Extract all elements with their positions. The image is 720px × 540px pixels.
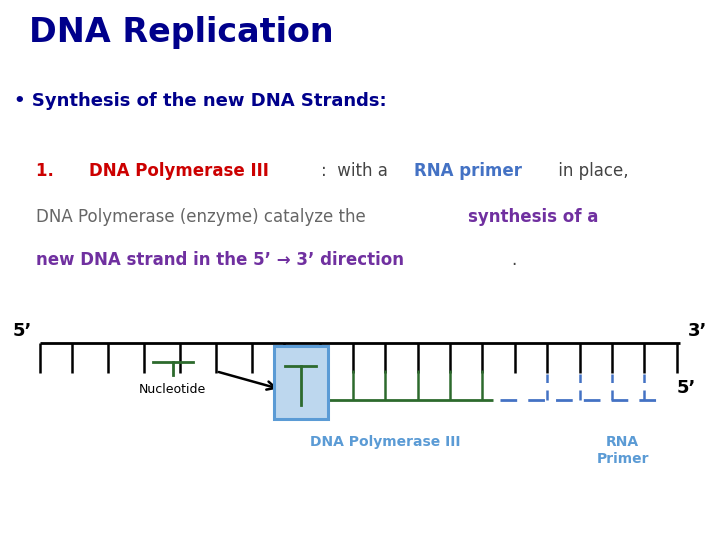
Text: Nucleotide: Nucleotide xyxy=(139,383,207,396)
Text: DNA Replication: DNA Replication xyxy=(29,16,333,49)
Text: in place,: in place, xyxy=(553,162,629,180)
Text: 1.: 1. xyxy=(36,162,77,180)
Bar xyxy=(274,346,328,418)
Text: DNA Polymerase III: DNA Polymerase III xyxy=(310,435,461,449)
Text: RNA primer: RNA primer xyxy=(414,162,522,180)
Text: DNA Polymerase (enzyme) catalyze the: DNA Polymerase (enzyme) catalyze the xyxy=(36,208,371,226)
Text: • Synthesis of the new DNA Strands:: • Synthesis of the new DNA Strands: xyxy=(14,92,387,110)
Text: 5’: 5’ xyxy=(677,379,696,397)
Text: RNA
Primer: RNA Primer xyxy=(597,435,649,466)
Text: synthesis of a: synthesis of a xyxy=(468,208,598,226)
Text: new DNA strand in the 5’ → 3’ direction: new DNA strand in the 5’ → 3’ direction xyxy=(36,251,404,269)
Text: .: . xyxy=(510,251,516,269)
Text: DNA Polymerase III: DNA Polymerase III xyxy=(89,162,269,180)
Text: :  with a: : with a xyxy=(321,162,393,180)
Text: 3’: 3’ xyxy=(688,322,707,340)
Text: 5’: 5’ xyxy=(13,322,32,340)
